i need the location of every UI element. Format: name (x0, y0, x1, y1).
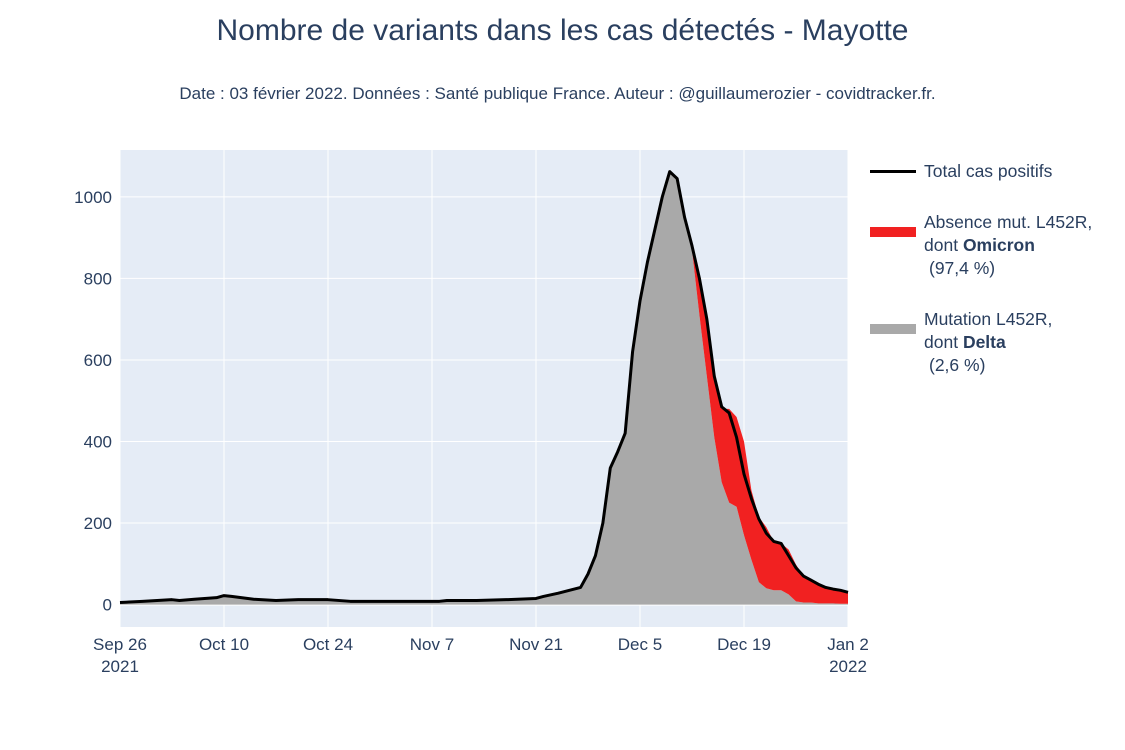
chart-subtitle: Date : 03 février 2022. Données : Santé … (179, 84, 936, 103)
legend-delta-bold: Delta (962, 332, 1006, 352)
legend-omicron-line3: (97,4 %) (929, 258, 996, 278)
tick-layer: 0 200 400 600 800 1000 Sep 26 2021 Oct 10 Oct 24 N… (74, 188, 869, 676)
area-layer (120, 171, 848, 605)
x-tick-label: Dec 19 (717, 635, 771, 654)
x-tick-year-label: 2021 (101, 657, 139, 676)
legend-label-total: Total cas positifs (924, 161, 1053, 181)
legend-omicron-bold: Omicron (962, 235, 1035, 255)
x-tick-label: Jan 2 (827, 635, 869, 654)
legend-omicron-line1: Absence mut. L452R, (924, 212, 1093, 232)
y-tick-label: 400 (84, 433, 112, 452)
legend-delta-line2: dont Delta (924, 331, 1120, 354)
x-tick-label: Nov 21 (509, 635, 563, 654)
x-tick-label: Sep 26 (93, 635, 147, 654)
legend-delta-line1: Mutation L452R, (924, 309, 1053, 329)
legend-label-omicron: Absence mut. L452R, dont Omicron (97,4 %… (924, 211, 1120, 280)
delta-area[interactable] (120, 171, 848, 605)
legend-swatch-delta (870, 324, 916, 334)
total-cases-line[interactable] (119, 170, 849, 605)
x-tick-label: Oct 24 (303, 635, 353, 654)
legend-omicron-line2: dont Omicron (924, 234, 1120, 257)
line-layer (119, 170, 849, 605)
x-tick-label: Nov 7 (410, 635, 454, 654)
y-tick-label: 600 (84, 351, 112, 370)
legend-label-delta: Mutation L452R, dont Delta (2,6 %) (924, 308, 1120, 377)
omicron-area[interactable] (684, 217, 848, 604)
legend-item-delta[interactable]: Mutation L452R, dont Delta (2,6 %) (870, 308, 1120, 377)
y-tick-label: 200 (84, 514, 112, 533)
y-tick-label: 0 (103, 596, 112, 615)
x-tick-label: Dec 5 (618, 635, 662, 654)
legend-swatch-total (870, 170, 916, 173)
legend-item-omicron[interactable]: Absence mut. L452R, dont Omicron (97,4 %… (870, 211, 1120, 280)
legend-swatch-omicron (870, 227, 916, 237)
legend-delta-mid: dont (924, 332, 963, 352)
legend-omicron-mid: dont (924, 235, 963, 255)
y-tick-label: 1000 (74, 188, 112, 207)
x-tick-year-label: 2022 (829, 657, 867, 676)
y-tick-label: 800 (84, 269, 112, 288)
legend-item-total[interactable]: Total cas positifs (870, 160, 1120, 183)
legend[interactable]: Total cas positifs Absence mut. L452R, d… (870, 160, 1120, 401)
chart-title: Nombre de variants dans les cas détectés… (216, 14, 909, 47)
x-tick-label: Oct 10 (199, 635, 249, 654)
legend-delta-line3: (2,6 %) (929, 355, 986, 375)
